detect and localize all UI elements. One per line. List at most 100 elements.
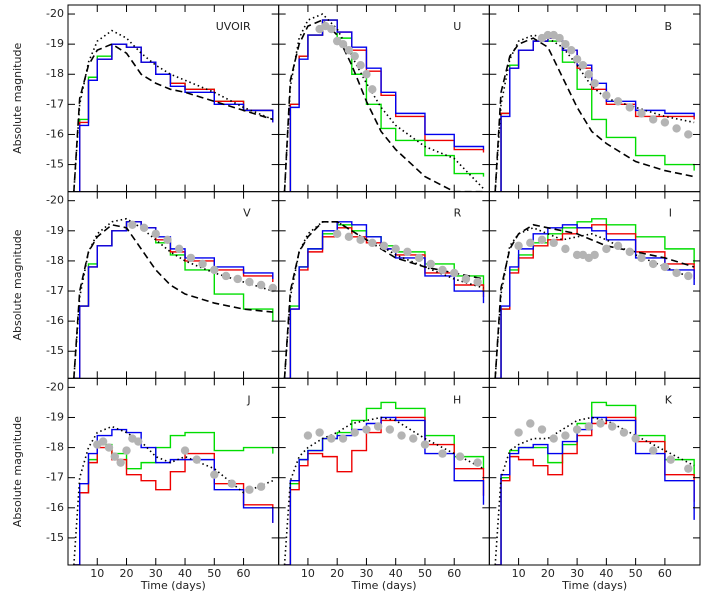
y-tick-label: -17 — [46, 471, 64, 484]
data-point — [122, 446, 131, 455]
data-point — [613, 241, 623, 251]
plot-area — [73, 217, 278, 379]
data-point — [303, 431, 313, 440]
data-point — [327, 24, 336, 34]
series-line — [73, 223, 273, 379]
data-point — [139, 223, 149, 232]
x-tick-label: 30 — [359, 567, 373, 580]
data-point — [268, 283, 278, 293]
x-tick-label: 60 — [447, 567, 461, 580]
data-point — [578, 61, 588, 70]
x-tick-label: 10 — [301, 567, 315, 580]
panel-title: J — [246, 393, 250, 406]
data-point — [549, 434, 558, 443]
series-line — [495, 416, 695, 566]
panel-frame — [488, 377, 701, 566]
x-tick-label: 40 — [599, 567, 613, 580]
y-tick-label: -17 — [46, 284, 64, 297]
series-line — [283, 416, 484, 566]
data-point — [584, 70, 594, 79]
y-tick-label: -15 — [46, 531, 64, 544]
data-point — [350, 428, 359, 437]
x-tick-label: 60 — [237, 567, 251, 580]
y-tick-label: -20 — [46, 380, 64, 393]
data-point — [221, 271, 231, 281]
data-point — [584, 422, 594, 431]
data-point — [572, 54, 582, 64]
data-point — [672, 124, 681, 133]
x-axis-label: Time (days) — [351, 579, 417, 591]
data-point — [409, 434, 418, 443]
y-tick-label: -16 — [46, 314, 64, 327]
data-point — [245, 277, 254, 287]
data-point — [356, 235, 365, 245]
x-tick-label: 20 — [120, 567, 134, 580]
panel: I — [488, 191, 701, 379]
data-point — [379, 241, 389, 251]
series-line — [283, 19, 484, 192]
y-tick-label: -20 — [46, 7, 64, 20]
data-point — [666, 455, 675, 464]
data-point — [198, 259, 207, 269]
x-tick-label: 30 — [149, 567, 163, 580]
panel: -15 -16 -17 -18 -19 -20 V Absolute magnitude — [11, 191, 280, 379]
series-line — [73, 43, 274, 192]
data-point — [473, 458, 482, 467]
panel: -15 -16 -17 -18 -19 -20 UVOIR Absolute magnitud… — [11, 4, 280, 193]
panel-title: K — [665, 393, 673, 406]
plot-area — [494, 30, 695, 192]
data-point — [590, 250, 599, 260]
panel-title: R — [454, 207, 462, 220]
series-line — [284, 401, 485, 566]
y-tick-label: -19 — [46, 37, 64, 50]
data-point — [186, 253, 196, 263]
data-point — [438, 265, 447, 275]
series-line — [495, 37, 695, 192]
x-tick-label: 40 — [389, 567, 403, 580]
y-axis-label: Absolute magnitude — [11, 229, 24, 340]
series-line — [284, 19, 485, 192]
panel: -15 -16 -17 -18 -19 -20 10 20 30 40 50 60 J Absolute … — [11, 377, 280, 591]
y-tick-label: -18 — [46, 67, 64, 80]
panel-frame — [67, 4, 280, 193]
data-point — [637, 253, 646, 263]
data-point — [256, 482, 266, 491]
data-point — [602, 244, 611, 254]
data-point — [619, 428, 629, 437]
data-point — [455, 452, 465, 461]
data-point — [514, 241, 523, 251]
data-point — [672, 268, 681, 278]
panel: R — [278, 191, 490, 379]
data-point — [134, 437, 143, 446]
x-tick-label: 30 — [570, 567, 584, 580]
data-point — [414, 253, 424, 263]
data-point — [461, 274, 471, 284]
data-point — [368, 238, 377, 248]
data-point — [543, 30, 553, 40]
data-point — [549, 238, 558, 248]
data-point — [625, 103, 634, 112]
data-point — [174, 244, 184, 254]
data-point — [684, 130, 693, 139]
data-point — [362, 70, 371, 79]
x-tick-label: 50 — [207, 567, 221, 580]
data-point — [561, 431, 570, 440]
data-point — [350, 51, 359, 61]
data-point — [648, 259, 658, 269]
data-point — [151, 229, 160, 239]
data-point — [256, 280, 266, 290]
x-tick-label: 10 — [90, 567, 104, 580]
data-point — [210, 470, 219, 479]
data-point — [613, 97, 623, 106]
y-axis-label: Absolute magnitude — [11, 416, 24, 527]
data-point — [368, 85, 377, 94]
data-point — [450, 268, 459, 278]
data-point — [438, 449, 447, 458]
x-tick-label: 60 — [658, 567, 672, 580]
data-point — [210, 265, 219, 275]
plot-area — [283, 220, 485, 379]
x-tick-label: 50 — [629, 567, 643, 580]
data-point — [420, 440, 430, 449]
data-point — [648, 446, 658, 455]
